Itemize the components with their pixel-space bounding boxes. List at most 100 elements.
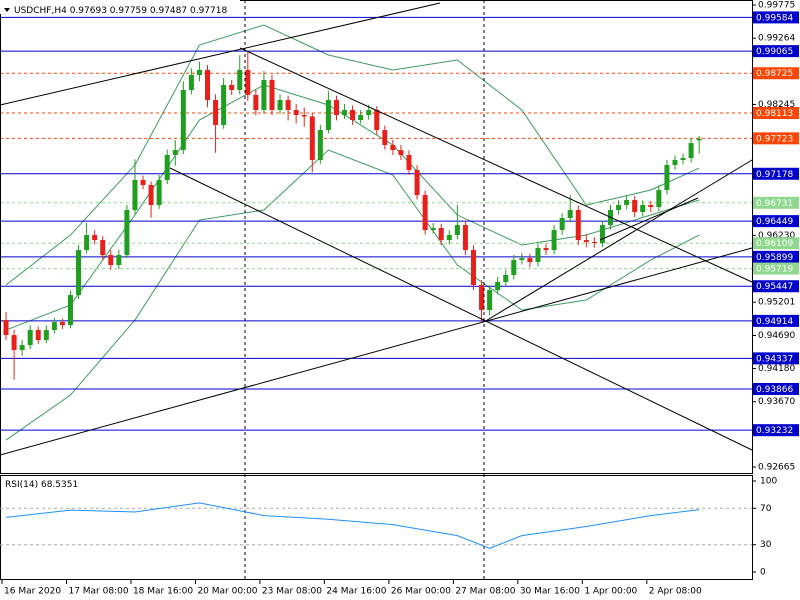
- candle-body: [76, 250, 82, 296]
- y-tick-label: 0.94690: [758, 331, 795, 341]
- y-tick-label: 0.92665: [758, 463, 795, 473]
- candle-body: [430, 228, 436, 231]
- candle-body: [51, 322, 57, 331]
- candle-body: [527, 258, 533, 263]
- x-tick-label: 16 Mar 2020: [4, 587, 61, 597]
- candle-body: [559, 218, 565, 231]
- candle-body: [624, 200, 630, 206]
- candle-body: [583, 240, 589, 242]
- candle-body: [398, 150, 404, 155]
- candle-body: [358, 115, 364, 121]
- level-label: 0.98725: [756, 69, 793, 79]
- level-label-bg: [753, 167, 799, 180]
- candle-body: [543, 248, 549, 251]
- close: 0.97718: [190, 6, 227, 16]
- candle-body: [414, 169, 420, 196]
- candle-body: [591, 241, 597, 244]
- candle-body: [11, 335, 17, 351]
- level-label: 0.98113: [756, 109, 793, 119]
- level-label-bg: [753, 67, 799, 80]
- candle-body: [205, 69, 210, 101]
- candle-body: [487, 290, 493, 311]
- candle-body: [640, 205, 646, 213]
- level-label-bg: [753, 424, 799, 437]
- candle-body: [237, 69, 243, 90]
- level-label: 0.95447: [756, 282, 793, 292]
- rsi-tick-label: 30: [760, 540, 772, 550]
- candle-body: [535, 248, 541, 263]
- rsi-name: RSI(14): [5, 480, 38, 490]
- candle-body: [575, 210, 581, 241]
- candle-body: [382, 130, 388, 146]
- candle-body: [406, 154, 412, 170]
- x-tick-label: 20 Mar 00:00: [197, 587, 257, 597]
- open: 0.97693: [70, 6, 107, 16]
- candle-body: [124, 210, 130, 255]
- x-tick-label: 17 Mar 08:00: [68, 587, 128, 597]
- level-label: 0.93866: [756, 385, 793, 395]
- bollinger-lower: [5, 149, 700, 441]
- candle-body: [672, 159, 678, 165]
- candle-body: [277, 100, 283, 111]
- level-label-bg: [753, 196, 799, 209]
- level-label: 0.97723: [756, 134, 793, 144]
- candle-body: [503, 275, 509, 283]
- trendline: [169, 167, 753, 451]
- level-label: 0.96449: [756, 217, 793, 227]
- candle-body: [454, 225, 460, 236]
- candle-body: [180, 89, 186, 151]
- candle-body: [696, 138, 702, 141]
- level-label-bg: [753, 314, 799, 327]
- candle-body: [688, 143, 694, 159]
- candle-body: [342, 110, 348, 116]
- high: 0.97759: [110, 6, 147, 16]
- candle-body: [188, 74, 194, 90]
- trendline: [0, 2, 441, 106]
- level-label-bg: [753, 250, 799, 263]
- level-label: 0.96731: [756, 199, 793, 209]
- level-label-bg: [753, 45, 799, 58]
- trendline: [0, 247, 753, 456]
- candle-body: [59, 322, 65, 326]
- candle-body: [43, 330, 49, 341]
- rsi-panel-border: [0, 475, 753, 580]
- level-label: 0.95899: [756, 253, 793, 263]
- candle-body: [616, 205, 622, 211]
- candle-body: [599, 225, 605, 244]
- level-label: 0.99584: [756, 13, 793, 23]
- candle-body: [108, 254, 114, 265]
- candle-body: [301, 115, 307, 117]
- candle-body: [664, 164, 670, 191]
- rsi-header: RSI(14) 68.5351: [5, 480, 78, 490]
- y-tick-label: 0.99264: [758, 34, 795, 44]
- bollinger-middle: [5, 84, 700, 331]
- x-tick-label: 30 Mar 16:00: [520, 587, 580, 597]
- candle-body: [132, 179, 138, 211]
- x-tick-label: 1 Apr 00:00: [584, 587, 637, 597]
- level-label: 0.93232: [756, 426, 793, 436]
- level-label-bg: [753, 382, 799, 395]
- candle-body: [285, 100, 291, 111]
- candle-body: [632, 200, 638, 213]
- candle-body: [148, 185, 154, 206]
- rsi-tick-label: 70: [760, 504, 772, 514]
- candle-body: [100, 240, 106, 255]
- bollinger-upper: [5, 24, 700, 286]
- candle-body: [309, 116, 315, 160]
- level-label-bg: [753, 280, 799, 293]
- candle-body: [366, 110, 372, 116]
- candle-body: [519, 258, 525, 260]
- candle-body: [261, 79, 267, 111]
- candle-body: [350, 110, 356, 121]
- rsi-tick-label: 100: [760, 477, 777, 487]
- trendline: [239, 47, 753, 283]
- menu-icon[interactable]: [4, 8, 10, 12]
- candle-body: [656, 190, 662, 208]
- y-tick-label: 0.93670: [758, 397, 795, 407]
- candle-body: [35, 330, 41, 341]
- candle-body: [229, 84, 235, 90]
- level-label-bg: [753, 11, 799, 24]
- main-panel-border: [0, 0, 753, 474]
- candle-body: [511, 259, 517, 276]
